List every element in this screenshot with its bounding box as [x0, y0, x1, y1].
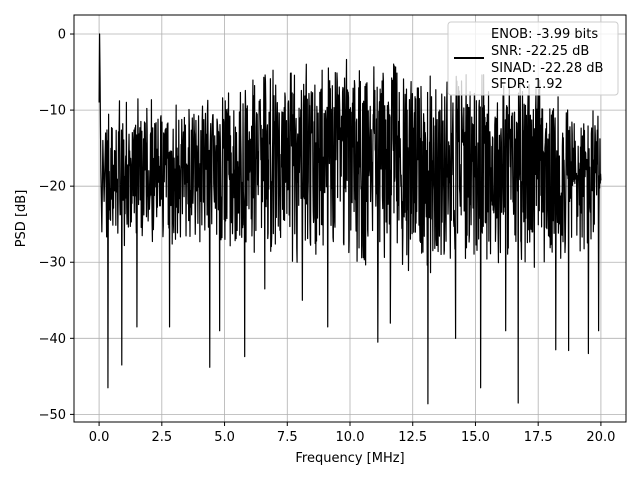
y-axis-label: PSD [dB] [14, 190, 29, 248]
legend-entry-snr: SNR: -22.25 dB [491, 44, 589, 59]
legend: ENOB: -3.99 bits SNR: -22.25 dB SINAD: -… [447, 21, 619, 96]
y-tick-label: −10 [39, 104, 66, 119]
y-tick-label: −20 [39, 180, 66, 195]
psd-series-line [98, 33, 602, 405]
x-axis-label: Frequency [MHz] [295, 451, 404, 466]
legend-entry-sinad: SINAD: -22.28 dB [491, 61, 603, 76]
data-layer [98, 33, 602, 405]
x-tick-label: 7.5 [277, 430, 298, 445]
x-tick-label: 10.0 [336, 430, 365, 445]
x-tick-label: 15.0 [461, 430, 490, 445]
legend-entry-sfdr: SFDR: 1.92 [491, 77, 563, 92]
y-tick-label: 0 [58, 28, 66, 43]
x-tick-label: 5.0 [214, 430, 235, 445]
x-tick-label: 0.0 [89, 430, 110, 445]
legend-entry-enob: ENOB: -3.99 bits [491, 27, 598, 42]
tick-layer: 0.0 2.5 5.0 7.5 10.0 12.5 15.0 17.5 20.0 0 −10 −20 −… [39, 28, 616, 445]
x-tick-label: 2.5 [151, 430, 172, 445]
y-tick-label: −40 [39, 332, 66, 347]
y-tick-label: −30 [39, 256, 66, 271]
x-tick-label: 12.5 [398, 430, 427, 445]
y-tick-label: −50 [39, 408, 66, 423]
x-tick-label: 20.0 [586, 430, 615, 445]
legend-box [447, 21, 619, 96]
x-tick-label: 17.5 [524, 430, 553, 445]
